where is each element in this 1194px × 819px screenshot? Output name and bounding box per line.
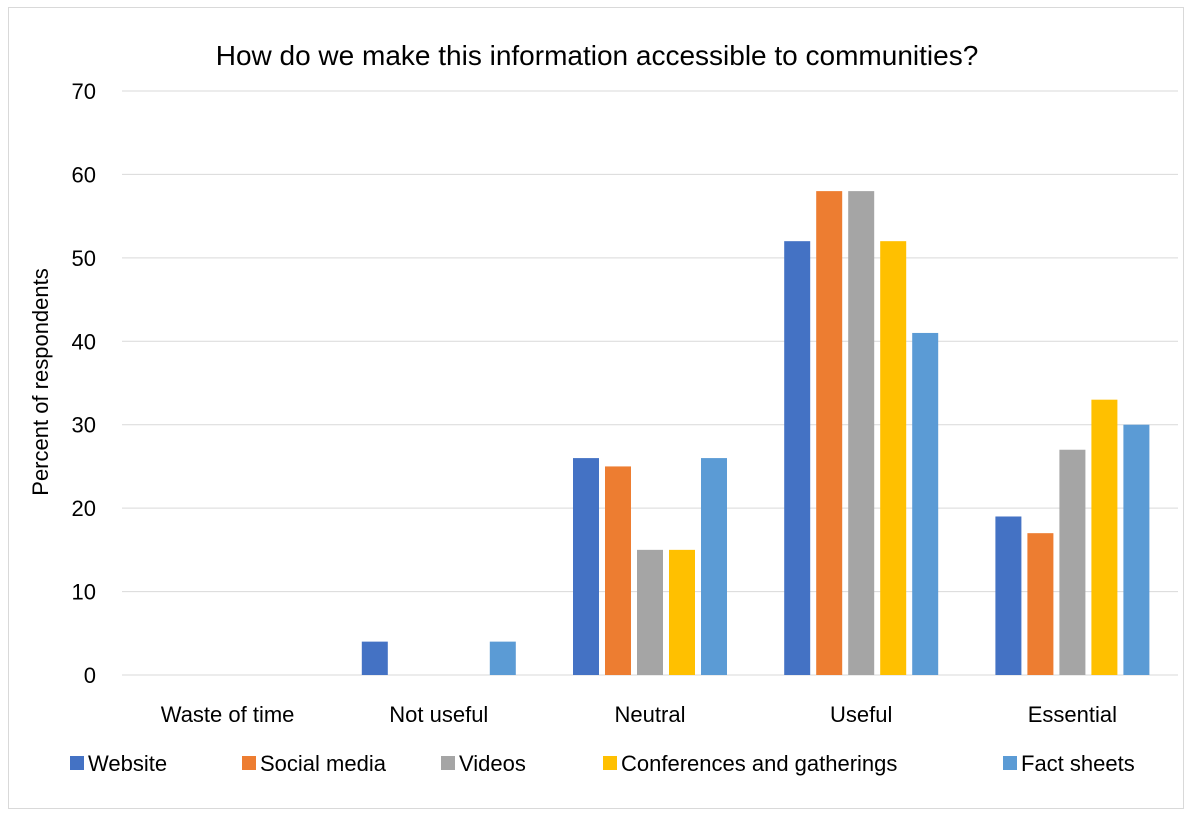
- y-axis-label: Percent of respondents: [28, 268, 53, 495]
- legend-label: Fact sheets: [1021, 751, 1135, 776]
- bar: [784, 241, 811, 675]
- bar: [1123, 424, 1150, 675]
- legend-item: Fact sheets: [1003, 751, 1135, 776]
- legend-item: Videos: [441, 751, 526, 776]
- legend-item: Website: [70, 751, 167, 776]
- legend-swatch: [603, 756, 617, 770]
- bar: [361, 641, 388, 675]
- bar: [1091, 399, 1118, 675]
- legend-item: Conferences and gatherings: [603, 751, 897, 776]
- x-tick-label: Waste of time: [161, 702, 295, 727]
- bar: [637, 549, 663, 675]
- y-axis-ticks: 0 10 20 30 40 50 60 70: [72, 79, 96, 688]
- bar: [880, 241, 907, 675]
- legend-swatch: [242, 756, 256, 770]
- bar: [995, 516, 1022, 675]
- y-tick-label: 40: [72, 329, 96, 354]
- x-tick-label: Essential: [1028, 702, 1117, 727]
- legend-label: Social media: [260, 751, 387, 776]
- bar: [573, 458, 599, 675]
- bar: [912, 332, 939, 675]
- y-tick-label: 10: [72, 580, 96, 605]
- y-tick-label: 70: [72, 79, 96, 104]
- bar: [605, 466, 631, 675]
- y-tick-label: 20: [72, 496, 96, 521]
- bar: [701, 458, 727, 675]
- x-tick-label: Useful: [830, 702, 892, 727]
- bar: [848, 191, 875, 675]
- bar: [1059, 449, 1086, 675]
- legend-label: Website: [88, 751, 167, 776]
- y-tick-label: 30: [72, 413, 96, 438]
- legend-swatch: [70, 756, 84, 770]
- bar: [489, 641, 516, 675]
- bar: [669, 549, 695, 675]
- y-tick-label: 60: [72, 162, 96, 187]
- bars: [361, 191, 1150, 675]
- x-tick-label: Neutral: [615, 702, 686, 727]
- legend-item: Social media: [242, 751, 387, 776]
- bar: [1027, 533, 1054, 675]
- bar: [816, 191, 843, 675]
- y-tick-label: 50: [72, 246, 96, 271]
- legend-swatch: [441, 756, 455, 770]
- chart-title: How do we make this information accessib…: [216, 40, 979, 71]
- legend: Website Social media Videos Conferences and…: [70, 751, 1135, 776]
- y-tick-label: 0: [84, 663, 96, 688]
- legend-label: Videos: [459, 751, 526, 776]
- legend-label: Conferences and gatherings: [621, 751, 897, 776]
- x-axis-ticks: Waste of time Not useful Neutral Useful Esse…: [161, 702, 1117, 727]
- legend-swatch: [1003, 756, 1017, 770]
- x-tick-label: Not useful: [389, 702, 488, 727]
